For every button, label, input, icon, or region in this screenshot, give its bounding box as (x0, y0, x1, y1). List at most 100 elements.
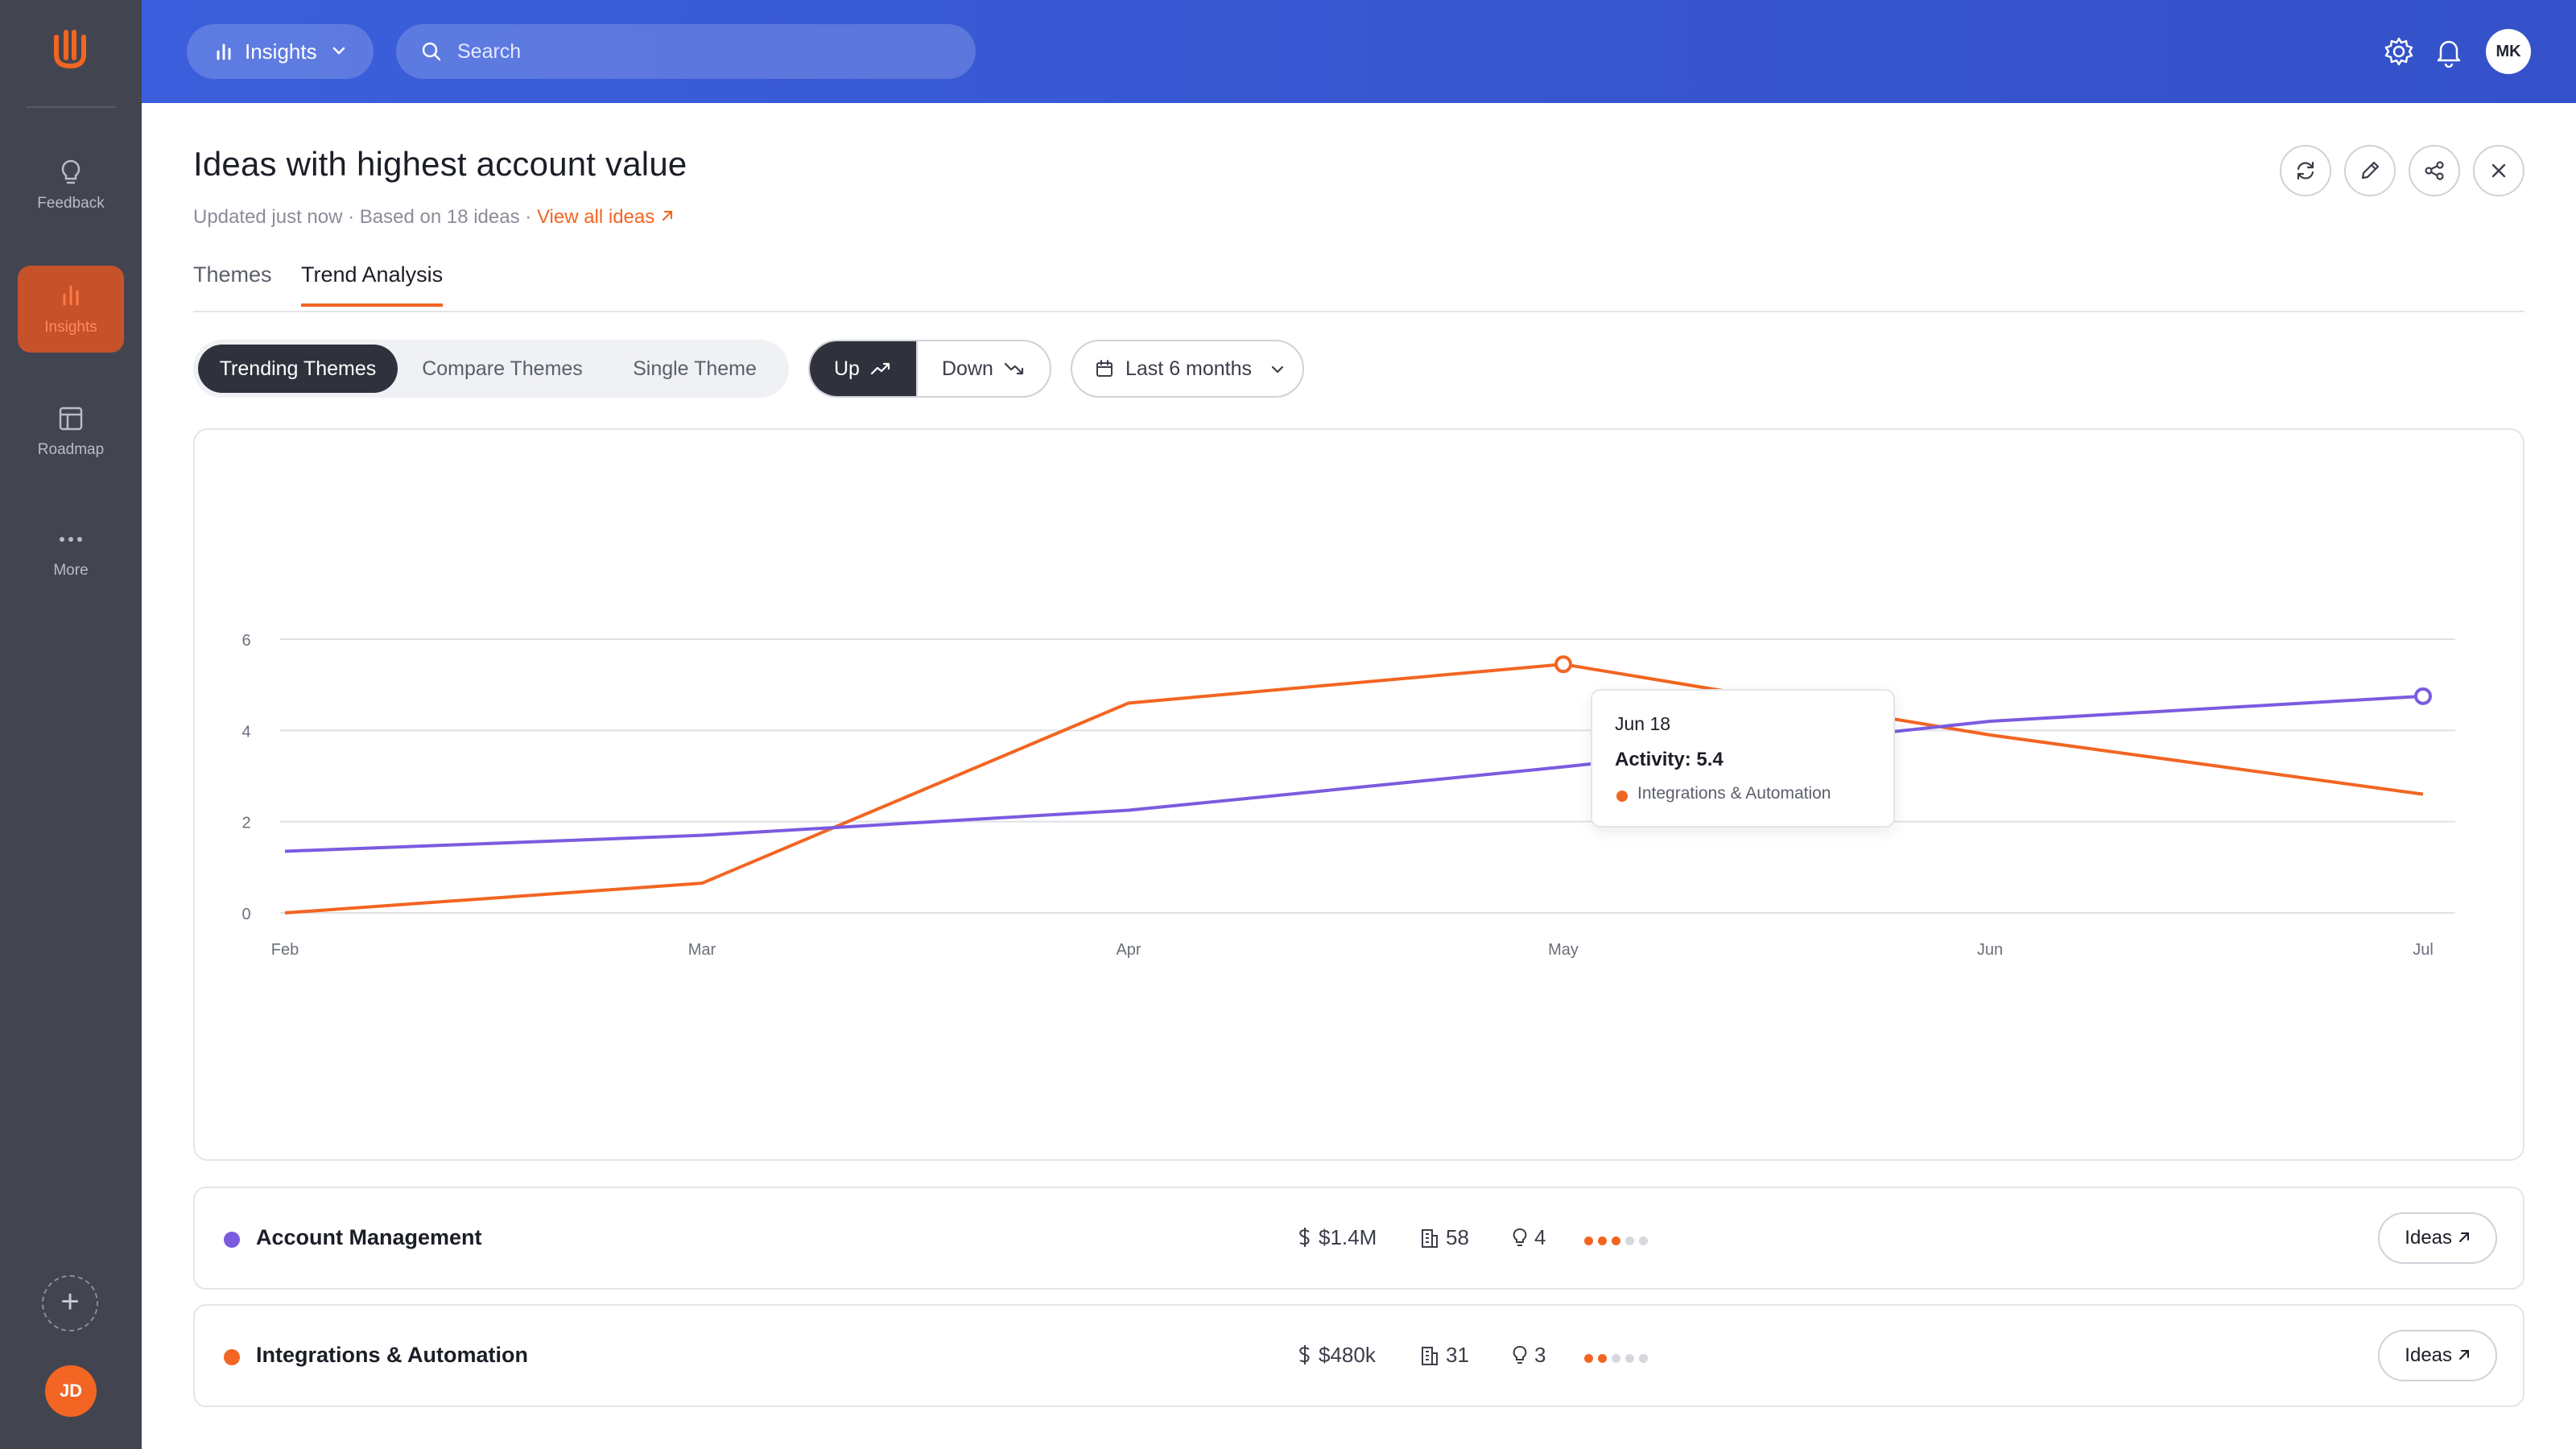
lightbulb-icon (1513, 1228, 1527, 1246)
y-tick-label: 2 (242, 815, 250, 832)
x-tick-label: Jun (1977, 941, 2003, 959)
arrow-up-right-icon (2458, 1232, 2469, 1242)
theme-name: Integrations & Automation (256, 1343, 528, 1367)
accounts-stat: 58 (1420, 1225, 1469, 1250)
close-button[interactable] (2473, 145, 2524, 196)
single-theme-button[interactable]: Single Theme (633, 357, 757, 380)
account-value: $480k (1319, 1343, 1376, 1367)
add-workspace-button[interactable]: + (42, 1275, 98, 1331)
arrow-up-right-icon (2458, 1350, 2469, 1360)
app-logo-icon[interactable] (47, 26, 93, 74)
tooltip-value: Activity: 5.4 (1615, 749, 1724, 770)
theme-row[interactable]: Account Management $1.4M 58 4 Ideas (193, 1187, 2524, 1290)
direction-toggle: Up Down (808, 340, 1051, 398)
rating-dot (1625, 1236, 1634, 1245)
more-dots-icon (60, 537, 82, 542)
rating-dot (1639, 1236, 1648, 1245)
trending-themes-button[interactable]: Trending Themes (198, 345, 398, 393)
search-icon (422, 42, 441, 61)
tab-themes[interactable]: Themes (193, 262, 272, 287)
impact-rating (1584, 1352, 1653, 1367)
ideas-count: 4 (1534, 1225, 1546, 1249)
bell-icon[interactable] (2433, 35, 2465, 68)
impact-rating (1584, 1235, 1653, 1249)
down-label: Down (942, 357, 993, 380)
chevron-down-icon (332, 47, 345, 55)
trend-line-chart: 0 2 4 6 Feb Mar Apr May Jun Jul (242, 632, 2455, 959)
module-selector[interactable]: Insights (187, 24, 374, 79)
dollar-icon (1299, 1228, 1310, 1247)
highlight-point (2414, 687, 2432, 705)
rating-dot (1598, 1236, 1607, 1245)
theme-name: Account Management (256, 1225, 482, 1249)
sidebar-item-insights[interactable]: Insights (18, 266, 124, 353)
page-title: Ideas with highest account value (193, 145, 687, 183)
y-tick-label: 4 (242, 723, 250, 741)
share-button[interactable] (2409, 145, 2460, 196)
tab-trend-analysis[interactable]: Trend Analysis (301, 262, 444, 307)
sidebar-item-label: More (53, 562, 89, 579)
account-avatar[interactable]: MK (2486, 29, 2531, 74)
sidebar-item-more[interactable]: More (18, 509, 124, 596)
ideas-button[interactable]: Ideas (2378, 1212, 2497, 1264)
chevron-down-icon (1271, 365, 1284, 374)
down-button[interactable]: Down (916, 341, 1050, 396)
date-range-label: Last 6 months (1125, 357, 1253, 380)
theme-color-dot (224, 1349, 240, 1365)
pencil-icon (2361, 161, 2380, 180)
highlight-point (1554, 655, 1572, 674)
y-tick-label: 0 (242, 906, 250, 923)
tooltip-series-name: Integrations & Automation (1637, 784, 1831, 803)
bar-chart-icon (63, 285, 79, 306)
dollar-icon (1299, 1345, 1310, 1364)
trending-down-icon (1004, 362, 1023, 375)
gear-icon[interactable] (2383, 35, 2415, 68)
building-icon (1422, 1347, 1438, 1365)
x-tick-label: Apr (1116, 941, 1141, 959)
rating-dot (1612, 1236, 1620, 1245)
search-input[interactable] (396, 24, 976, 79)
ideas-button-label: Ideas (2405, 1227, 2453, 1249)
bar-chart-icon (217, 43, 231, 60)
view-all-ideas-link[interactable]: View all ideas (537, 206, 675, 228)
view-all-label: View all ideas (536, 206, 655, 228)
account-value: $1.4M (1319, 1225, 1377, 1249)
trend-chart-card: 0 2 4 6 Feb Mar Apr May Jun Jul Jun 18 Activity: … (193, 428, 2524, 1161)
edit-button[interactable] (2344, 145, 2396, 196)
tooltip-series-dot (1616, 791, 1628, 802)
building-icon (1422, 1229, 1438, 1248)
sidebar-item-label: Roadmap (37, 441, 105, 458)
series-line (284, 663, 2424, 914)
sidebar-item-label: Insights (44, 319, 97, 336)
ideas-button[interactable]: Ideas (2378, 1330, 2497, 1381)
date-range-select[interactable]: Last 6 months (1071, 340, 1304, 398)
view-mode-segmented-control: Trending Themes Compare Themes Single Th… (193, 340, 789, 398)
user-avatar[interactable]: JD (45, 1365, 97, 1417)
arrow-up-right-icon (662, 210, 673, 221)
ideas-stat: 3 (1512, 1343, 1546, 1368)
chart-tooltip: Jun 18 Activity: 5.4 Integrations & Auto… (1591, 689, 1895, 828)
sidebar-item-label: Feedback (37, 195, 105, 212)
roadmap-icon (59, 407, 83, 431)
module-label: Insights (245, 39, 317, 64)
accounts-count: 31 (1446, 1343, 1469, 1367)
top-bar: Insights MK (142, 0, 2576, 103)
sidebar-item-feedback[interactable]: Feedback (18, 142, 124, 229)
x-tick-label: Jul (2413, 941, 2434, 959)
theme-color-dot (224, 1232, 240, 1248)
rating-dot (1625, 1354, 1634, 1363)
refresh-button[interactable] (2280, 145, 2331, 196)
rating-dot (1639, 1354, 1648, 1363)
theme-row[interactable]: Integrations & Automation $480k 31 3 Ide… (193, 1304, 2524, 1407)
x-tick-label: May (1548, 941, 1579, 959)
rating-dot (1584, 1236, 1593, 1245)
sidebar: Feedback Insights Roadmap More + JD (0, 0, 142, 1449)
compare-themes-button[interactable]: Compare Themes (422, 357, 583, 380)
close-icon (2491, 163, 2506, 178)
rating-dot (1584, 1354, 1593, 1363)
sidebar-item-roadmap[interactable]: Roadmap (18, 388, 124, 475)
accounts-count: 58 (1446, 1225, 1469, 1249)
up-button[interactable]: Up (810, 341, 916, 396)
series-line (284, 694, 2424, 853)
ideas-button-label: Ideas (2405, 1344, 2453, 1366)
